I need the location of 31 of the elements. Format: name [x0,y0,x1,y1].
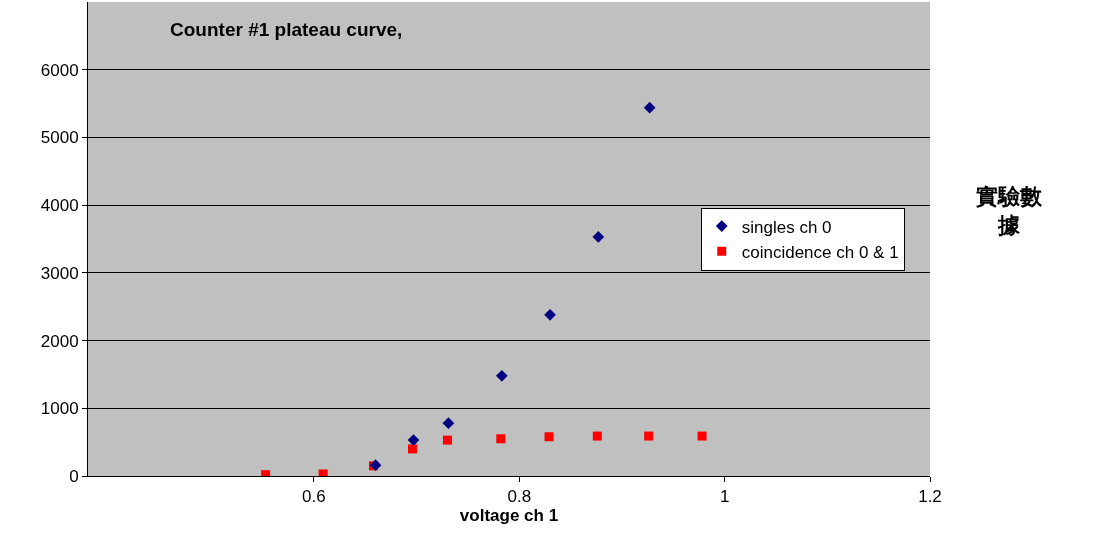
point [697,431,707,441]
point [496,434,506,444]
y-tick-label: 1000 [40,399,79,419]
y-tick-label: 3000 [40,263,79,283]
point [592,431,602,441]
point [318,469,328,476]
point [442,417,455,430]
y-tick-label: 2000 [40,331,79,351]
point [644,431,654,441]
legend-label: singles ch 0 [741,217,832,237]
x-tick-label: 1.2 [918,487,942,507]
point [544,308,556,321]
point [643,101,656,114]
point [369,459,382,472]
x-axis-title: voltage ch 1 [459,506,559,526]
text: 實驗數據 [976,184,1043,238]
x-tick-label: 0.8 [507,487,532,507]
point [442,435,452,445]
text: Counter #1 plateau curve, [170,19,403,41]
point [592,231,605,243]
legend-label: coincidence ch 0 & 1 [741,242,899,262]
y-tick-label: 5000 [40,128,79,148]
point [407,434,420,446]
y-tick-label: 6000 [40,60,79,80]
x-tick-label: 1 [719,487,730,507]
y-tick-label: 4000 [40,196,79,216]
point [495,369,508,382]
point [407,444,417,454]
point [544,432,554,442]
x-tick-label: 0.6 [302,487,326,507]
y-tick-label: 0 [69,466,79,486]
